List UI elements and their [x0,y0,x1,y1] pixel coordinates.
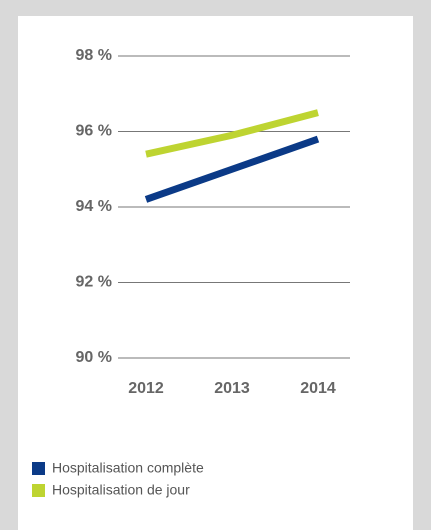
y-tick-label: 94 % [76,198,112,215]
legend-swatch [32,462,45,475]
legend-label: Hospitalisation de jour [52,482,190,498]
x-tick-label: 2013 [214,380,250,397]
series-line [145,109,319,158]
legend-swatch [32,484,45,497]
legend-label: Hospitalisation complète [52,460,204,476]
y-tick-label: 92 % [76,274,112,291]
x-tick-label: 2012 [128,380,164,397]
y-tick-label: 98 % [76,47,112,64]
y-tick-label: 90 % [76,349,112,366]
series-line [144,135,320,203]
y-tick-label: 96 % [76,123,112,140]
panel [18,16,413,530]
x-tick-label: 2014 [300,380,336,397]
